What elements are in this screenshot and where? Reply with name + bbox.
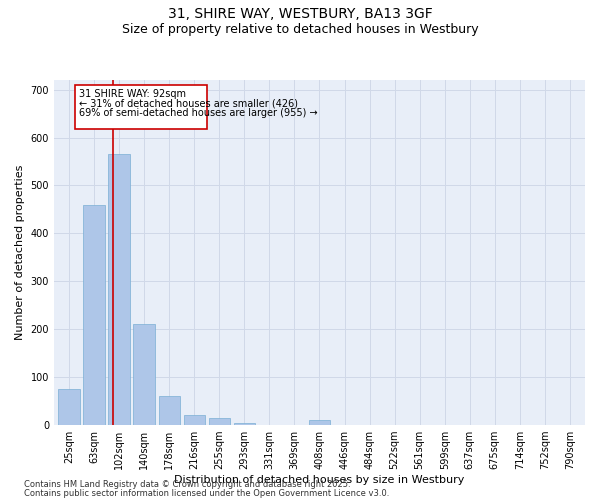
Bar: [309, 420, 330, 425]
Bar: [109, 154, 130, 425]
Text: Size of property relative to detached houses in Westbury: Size of property relative to detached ho…: [122, 22, 478, 36]
Bar: [233, 422, 255, 425]
Text: Contains HM Land Registry data © Crown copyright and database right 2025.: Contains HM Land Registry data © Crown c…: [24, 480, 350, 489]
Y-axis label: Number of detached properties: Number of detached properties: [15, 165, 25, 340]
Bar: [133, 324, 155, 425]
Bar: [158, 396, 180, 425]
Bar: [83, 204, 104, 425]
X-axis label: Distribution of detached houses by size in Westbury: Distribution of detached houses by size …: [174, 475, 464, 485]
Text: 31, SHIRE WAY, WESTBURY, BA13 3GF: 31, SHIRE WAY, WESTBURY, BA13 3GF: [167, 8, 433, 22]
Bar: [58, 389, 80, 425]
Text: ← 31% of detached houses are smaller (426): ← 31% of detached houses are smaller (42…: [79, 98, 298, 108]
FancyBboxPatch shape: [75, 85, 207, 129]
Bar: [184, 416, 205, 425]
Bar: [209, 418, 230, 425]
Text: 31 SHIRE WAY: 92sqm: 31 SHIRE WAY: 92sqm: [79, 88, 186, 99]
Text: Contains public sector information licensed under the Open Government Licence v3: Contains public sector information licen…: [24, 488, 389, 498]
Text: 69% of semi-detached houses are larger (955) →: 69% of semi-detached houses are larger (…: [79, 108, 317, 118]
